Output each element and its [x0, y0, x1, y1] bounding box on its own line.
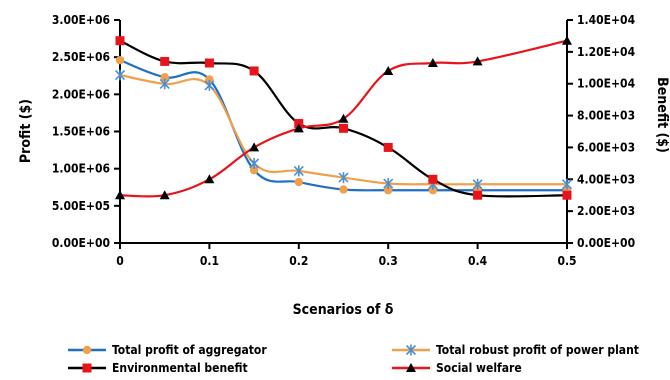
y-tick-label-left: 2.50E+06 — [52, 50, 110, 64]
data-point — [115, 36, 125, 46]
x-tick-label: 0.3 — [379, 254, 398, 268]
data-point — [427, 58, 438, 68]
legend-item: Total profit of aggregator — [68, 343, 267, 357]
data-point — [293, 123, 304, 133]
legend-marker — [82, 363, 92, 373]
data-point — [293, 165, 304, 177]
legend-label: Social welfare — [436, 361, 522, 375]
y-tick-label-left: 1.50E+06 — [52, 125, 110, 139]
x-tick-label: 0.2 — [289, 254, 308, 268]
data-point — [204, 174, 215, 184]
data-point — [383, 178, 394, 190]
legend-marker — [405, 344, 417, 356]
series-1 — [115, 55, 572, 195]
x-axis-title: Scenarios of δ — [293, 302, 394, 318]
data-point — [249, 157, 260, 169]
y-tick-label-right: 1.40E+04 — [577, 13, 636, 27]
legend-marker — [82, 345, 92, 355]
data-point — [339, 123, 348, 133]
legend-item: Environmental benefit — [68, 361, 248, 375]
data-point — [562, 190, 572, 200]
series-line — [119, 39, 568, 198]
data-point — [249, 142, 260, 152]
series-4 — [115, 35, 572, 200]
y-tick-label-right: 2.00E+03 — [577, 204, 635, 218]
legend-item: Social welfare — [392, 361, 522, 375]
y-tick-label-left: 1.00E+06 — [52, 162, 110, 176]
series-2 — [114, 69, 573, 190]
data-point — [338, 172, 349, 184]
series-line — [119, 73, 567, 186]
data-point — [472, 178, 483, 190]
data-point — [205, 75, 214, 84]
data-point — [249, 165, 259, 175]
series-line — [119, 39, 568, 198]
data-point — [204, 58, 214, 68]
data-point — [383, 65, 394, 75]
ticks: 0.00E+00 5.00E+05 1.00E+06 1.50E+06 2.00E+06… — [52, 13, 636, 268]
data-point — [561, 178, 573, 190]
y-tick-label-right: 4.00E+03 — [577, 172, 635, 186]
data-point — [339, 185, 348, 194]
data-point — [428, 174, 438, 184]
y-tick-label-left: 0.00E+00 — [52, 236, 110, 250]
data-point — [383, 142, 393, 152]
data-point — [204, 79, 215, 91]
data-point — [160, 73, 169, 82]
x-tick-label: 0 — [116, 254, 124, 268]
data-point — [294, 177, 303, 187]
data-point — [114, 69, 126, 81]
legend-marker — [406, 363, 416, 372]
y-tick-label-left: 3.00E+06 — [52, 13, 110, 27]
y-tick-label-right: 6.00E+03 — [577, 140, 635, 154]
data-point — [159, 78, 170, 90]
data-point — [249, 66, 259, 76]
legend-label: Environmental benefit — [112, 361, 248, 375]
data-point — [384, 186, 393, 195]
legend-item: Total robust profit of power plant — [392, 343, 639, 357]
y-tick-label-left: 2.00E+06 — [52, 87, 110, 101]
data-point — [562, 35, 572, 45]
legend-label: Total profit of aggregator — [112, 343, 267, 357]
data-point — [472, 56, 483, 66]
data-point — [115, 55, 125, 65]
y-tick-label-right: 1.20E+04 — [577, 45, 636, 59]
data-point — [338, 113, 349, 123]
y-axis-title-right: Benefit ($) — [654, 77, 670, 153]
y-tick-label-right: 1.00E+04 — [577, 77, 636, 91]
y-axis-title-left: Profit ($) — [18, 99, 34, 163]
data-point — [159, 190, 170, 200]
data-point — [115, 190, 125, 200]
y-tick-label-right: 8.00E+03 — [577, 109, 635, 123]
series-line — [119, 59, 567, 192]
data-point — [473, 190, 483, 200]
series-layer — [114, 35, 573, 200]
y-tick-label-right: 0.00E+00 — [577, 236, 635, 250]
legend-label: Total robust profit of power plant — [436, 343, 639, 357]
legend: Total profit of aggregator Total robust p… — [68, 343, 639, 375]
x-tick-label: 0.4 — [468, 254, 488, 268]
y-tick-label-left: 5.00E+05 — [52, 199, 110, 213]
data-point — [428, 186, 438, 195]
data-point — [160, 56, 170, 66]
x-tick-label: 0.1 — [200, 254, 219, 268]
x-tick-label: 0.5 — [557, 254, 576, 268]
